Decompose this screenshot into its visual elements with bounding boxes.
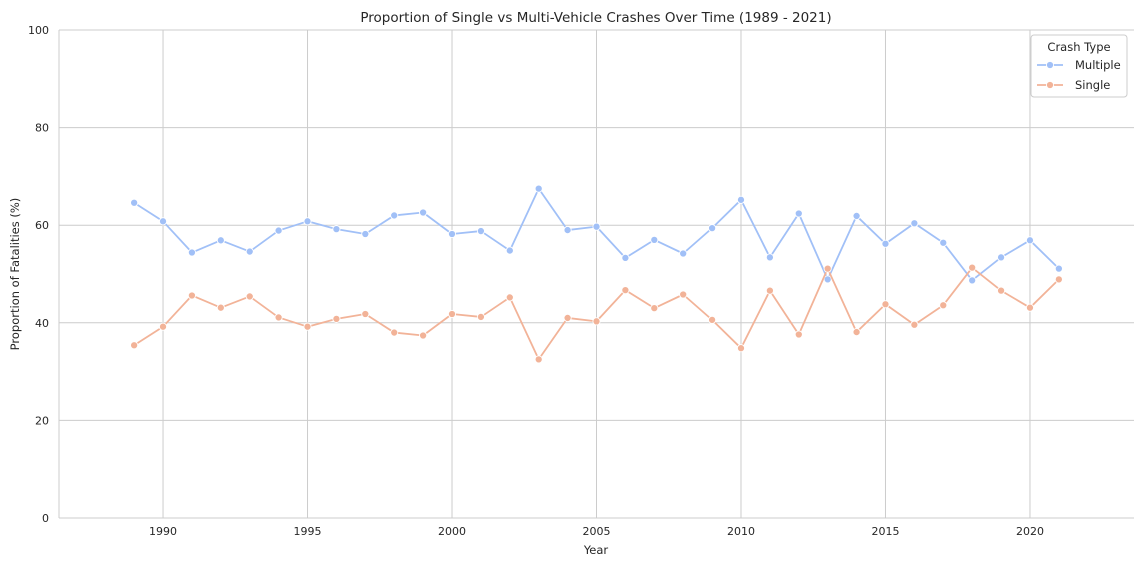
y-tick-label: 60 <box>35 219 49 232</box>
data-point <box>1054 264 1063 273</box>
data-point <box>274 226 283 235</box>
data-point <box>765 286 774 295</box>
x-tick-label: 2010 <box>727 525 755 538</box>
legend-title: Crash Type <box>1047 40 1110 54</box>
data-point <box>274 313 283 322</box>
data-point <box>216 236 225 245</box>
data-point <box>187 248 196 257</box>
x-tick-label: 2015 <box>871 525 899 538</box>
data-point <box>852 328 861 337</box>
data-point <box>621 253 630 262</box>
x-tick-label: 1995 <box>294 525 322 538</box>
legend-marker <box>1045 80 1055 90</box>
data-point <box>708 315 717 324</box>
chart-title: Proportion of Single vs Multi-Vehicle Cr… <box>360 10 831 26</box>
data-point <box>650 235 659 244</box>
data-point <box>736 344 746 353</box>
data-point <box>708 224 717 233</box>
data-point <box>130 341 139 350</box>
x-tick-label: 2020 <box>1016 525 1044 538</box>
data-point <box>997 286 1006 295</box>
data-point <box>650 304 659 313</box>
data-point <box>679 249 688 258</box>
legend-item-multiple: Multiple <box>1037 58 1121 72</box>
y-tick-label: 0 <box>42 512 49 525</box>
data-point <box>419 331 428 340</box>
y-tick-label: 80 <box>35 122 49 135</box>
legend-label: Single <box>1075 78 1110 92</box>
data-point <box>419 208 428 217</box>
data-point <box>910 219 919 228</box>
legend-label: Multiple <box>1075 58 1121 72</box>
data-point <box>534 355 543 364</box>
data-point <box>592 222 601 231</box>
data-point <box>563 313 572 322</box>
data-point <box>187 291 196 300</box>
data-point <box>881 300 890 309</box>
series <box>130 184 1063 364</box>
data-point <box>505 293 514 302</box>
legend-items: Multiple Single <box>1037 58 1121 92</box>
legend-frame <box>1030 34 1128 98</box>
data-point <box>447 309 457 319</box>
legend: Crash Type Multiple Single <box>1030 34 1128 98</box>
data-point <box>332 225 341 234</box>
data-point <box>1025 236 1035 245</box>
data-point <box>939 238 948 247</box>
x-axis-label: Year <box>583 543 609 557</box>
data-point <box>910 320 919 329</box>
data-point <box>939 301 948 310</box>
data-point <box>390 211 399 220</box>
data-point <box>968 263 977 272</box>
data-point <box>794 209 803 218</box>
data-point <box>1054 275 1063 284</box>
data-point <box>823 264 832 273</box>
data-point <box>303 217 312 226</box>
data-point <box>534 184 543 193</box>
x-tick-label: 2005 <box>583 525 611 538</box>
data-point <box>1025 303 1035 312</box>
data-point <box>361 309 370 319</box>
data-point <box>158 217 168 226</box>
data-point <box>823 275 832 284</box>
data-point <box>216 303 225 312</box>
series-multiple <box>130 184 1063 285</box>
data-point <box>332 314 341 323</box>
y-axis-label: Proportion of Fatalities (%) <box>8 198 22 351</box>
data-point <box>592 317 601 326</box>
x-tick-label: 1990 <box>149 525 177 538</box>
grid <box>59 29 1134 518</box>
data-point <box>621 286 630 295</box>
axes-spines <box>58 30 1134 519</box>
data-point <box>476 312 485 321</box>
data-point <box>997 253 1006 262</box>
data-point <box>563 226 572 235</box>
data-point <box>245 292 254 301</box>
data-point <box>390 328 399 337</box>
data-point <box>736 195 746 204</box>
data-point <box>361 229 370 239</box>
data-point <box>130 198 139 207</box>
data-point <box>968 276 977 285</box>
data-point <box>447 229 457 239</box>
data-point <box>303 322 312 331</box>
series-single <box>130 263 1063 364</box>
data-point <box>476 227 485 236</box>
data-point <box>765 253 774 262</box>
y-tick-label: 100 <box>28 24 49 37</box>
y-tick-label: 40 <box>35 317 49 330</box>
x-tick-label: 2000 <box>438 525 466 538</box>
data-point <box>505 246 514 255</box>
legend-item-single: Single <box>1037 78 1110 92</box>
y-tick-label: 20 <box>35 414 49 427</box>
data-point <box>679 290 688 299</box>
data-point <box>158 322 168 331</box>
data-point <box>794 330 803 339</box>
data-point <box>245 247 254 256</box>
data-point <box>881 239 890 248</box>
data-point <box>852 211 861 220</box>
legend-marker <box>1045 60 1055 70</box>
tick-labels: 0 20 40 60 80 100 1990 1995 2000 2005 2010 2015 2020 <box>28 24 1044 538</box>
